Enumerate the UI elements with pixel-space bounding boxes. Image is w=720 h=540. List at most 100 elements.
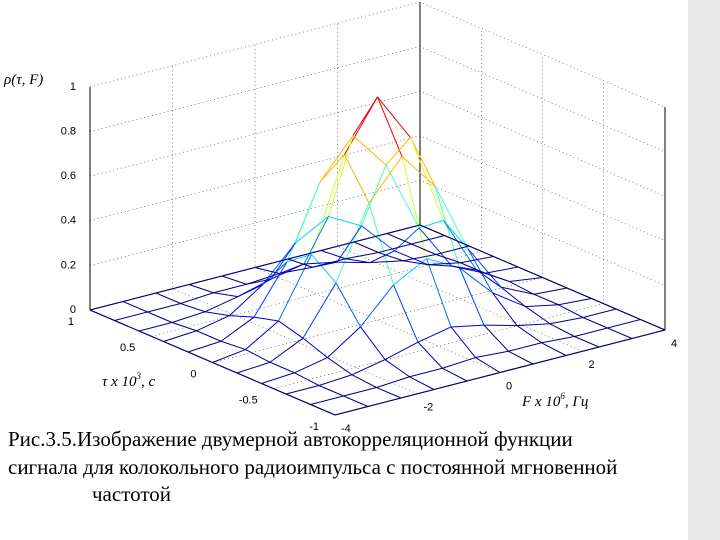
- mesh-segment: [180, 303, 206, 313]
- mesh-segment: [368, 156, 403, 204]
- mesh-segment: [302, 282, 337, 339]
- mesh-segment: [434, 185, 469, 250]
- mesh-segment: [212, 362, 238, 374]
- mesh-segment: [343, 395, 369, 407]
- y-label-exponent: 6: [560, 391, 565, 401]
- mesh-segment: [418, 227, 453, 267]
- mesh-segment: [459, 267, 485, 326]
- mesh-segment: [345, 258, 371, 264]
- mesh-segment: [155, 284, 190, 294]
- mesh-segment: [351, 374, 377, 388]
- mesh-segment: [286, 254, 312, 263]
- mesh-segment: [467, 248, 502, 288]
- mesh-segment: [327, 357, 353, 376]
- y-tick-label: 2: [589, 359, 595, 371]
- mesh-segment: [525, 304, 559, 308]
- grid-line: [89, 90, 666, 197]
- mesh-segment: [270, 242, 296, 280]
- mesh-segment: [419, 224, 445, 236]
- mesh-segment: [114, 311, 148, 321]
- mesh-segment: [236, 361, 271, 374]
- mesh-segment: [163, 330, 197, 342]
- mesh-segment: [353, 233, 388, 243]
- mesh-segment: [549, 317, 584, 325]
- mesh-segment: [245, 349, 271, 363]
- mesh-segment: [138, 322, 173, 332]
- grid-line: [273, 80, 604, 389]
- grid-line: [89, 224, 666, 331]
- mesh-segment: [122, 292, 157, 302]
- mesh-segment: [376, 387, 402, 399]
- mesh-segment: [114, 320, 140, 332]
- mesh-segment: [582, 317, 608, 329]
- mesh-segment: [417, 341, 443, 369]
- mesh-segment: [147, 303, 181, 313]
- mesh-segment: [433, 380, 468, 390]
- mesh-segment: [393, 284, 419, 343]
- mesh-segment: [549, 323, 575, 337]
- mesh-segment: [384, 341, 419, 361]
- mesh-segment: [89, 301, 124, 311]
- x-tick-label: -0.5: [239, 395, 258, 407]
- x-label-exponent: 3: [136, 371, 142, 381]
- mesh-segment: [335, 282, 361, 328]
- mesh-segment: [508, 342, 542, 352]
- mesh-segment: [221, 275, 247, 285]
- x-tick-label: 1: [68, 316, 74, 328]
- mesh-segment: [204, 296, 239, 313]
- mesh-segment: [509, 277, 543, 283]
- caption-line: сигнала для колокольного радиоимпульса с…: [8, 455, 617, 479]
- mesh-segment: [261, 372, 295, 384]
- mesh-segment: [378, 243, 412, 253]
- grid-line: [334, 107, 666, 416]
- mesh-segment: [278, 254, 312, 322]
- y-tick-label: -2: [424, 402, 434, 414]
- mesh-segment: [343, 387, 377, 397]
- mesh-segment: [411, 235, 445, 245]
- mesh-segment: [122, 301, 148, 313]
- mesh-segment: [401, 156, 436, 187]
- grid-line: [151, 28, 482, 337]
- mesh-segment: [171, 322, 197, 332]
- mesh-segment: [318, 385, 344, 397]
- mesh-segment: [254, 267, 280, 275]
- mesh-segment: [533, 293, 559, 306]
- mesh-segment: [318, 374, 353, 386]
- mesh-segment: [450, 326, 476, 358]
- mesh-segment: [361, 164, 387, 227]
- mesh-segment: [631, 329, 666, 339]
- mesh-segment: [196, 330, 222, 342]
- mesh-segment: [269, 361, 295, 374]
- mesh-segment: [295, 216, 329, 244]
- z-tick-label: 0.2: [61, 259, 76, 271]
- mesh-segment: [386, 233, 412, 245]
- mesh-segment: [311, 254, 337, 284]
- mesh-segment: [261, 383, 287, 395]
- mesh-segment: [493, 256, 519, 268]
- mesh-segment: [615, 308, 641, 320]
- mesh-segment: [147, 311, 173, 323]
- mesh-segment: [328, 135, 354, 217]
- mesh-segment: [400, 389, 435, 399]
- mesh-segment: [163, 341, 189, 353]
- mesh-segment: [591, 298, 617, 310]
- mesh-segment: [89, 309, 115, 321]
- mesh-segment: [237, 278, 272, 298]
- mesh-segment: [171, 311, 206, 323]
- mesh-segment: [500, 286, 526, 307]
- y-label-text: F x 10: [521, 394, 561, 410]
- mesh-segment: [285, 393, 311, 405]
- mesh-segment: [196, 315, 230, 332]
- mesh-segment: [312, 258, 346, 268]
- mesh-segment: [499, 363, 534, 373]
- mesh-segment: [319, 154, 345, 183]
- mesh-segment: [484, 266, 519, 274]
- z-tick-label: 0.4: [61, 215, 76, 227]
- mesh-segment: [558, 298, 592, 306]
- mesh-segment: [427, 262, 461, 266]
- y-tick-label: -4: [341, 423, 351, 435]
- mesh-segment: [516, 325, 542, 344]
- mesh-segment: [279, 263, 305, 275]
- mesh-segment: [180, 292, 214, 304]
- grid-line: [89, 46, 666, 152]
